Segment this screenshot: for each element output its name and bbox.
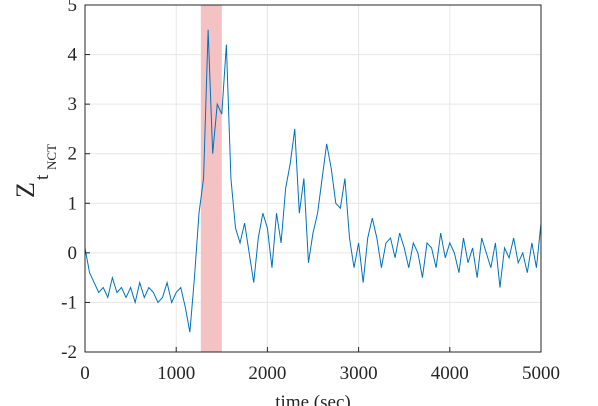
x-tick-label: 4000 — [431, 363, 469, 384]
y-tick-label: 2 — [68, 144, 78, 165]
x-tick-label: 5000 — [522, 363, 560, 384]
y-tick-label: 0 — [68, 243, 78, 264]
x-tick-label: 3000 — [340, 363, 378, 384]
y-tick-label: 3 — [68, 94, 78, 115]
x-tick-label: 0 — [80, 363, 90, 384]
x-tick-label: 2000 — [248, 363, 286, 384]
axes-box — [84, 4, 542, 353]
x-tick-label: 1000 — [157, 363, 195, 384]
x-axis-label: time (sec) — [275, 392, 350, 406]
y-axis-label: Z t NCT — [11, 144, 59, 198]
y-tick-label: 4 — [68, 45, 78, 66]
y-label-main: Z — [11, 182, 40, 198]
plot-area — [84, 4, 542, 353]
data-line — [84, 29, 542, 333]
y-tick-label: -1 — [61, 292, 77, 313]
y-tick-label: -2 — [61, 342, 77, 363]
y-tick-label: 5 — [68, 0, 78, 16]
y-tick-label: 1 — [68, 193, 78, 214]
y-label-sub: t — [32, 174, 53, 180]
y-label-subsub: NCT — [44, 144, 59, 170]
